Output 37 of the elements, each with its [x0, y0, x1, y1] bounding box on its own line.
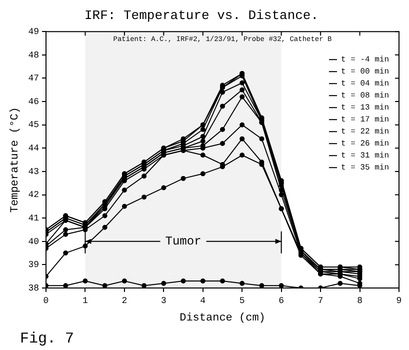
caption: Fig. 7	[20, 330, 74, 348]
legend-label: t = 13 min	[340, 104, 390, 113]
legend-label: t = 08 min	[340, 92, 390, 101]
y-tick-label: 44	[28, 144, 39, 154]
x-axis-title: Distance (cm)	[180, 312, 266, 324]
x-tick-label: 7	[318, 296, 324, 306]
legend-label: t = 26 min	[340, 140, 390, 149]
y-tick-label: 40	[28, 236, 39, 247]
y-tick-label: 49	[28, 26, 39, 37]
y-tick-label: 41	[28, 213, 39, 224]
legend-label: t = -4 min	[340, 56, 390, 65]
legend-label: t = 00 min	[340, 68, 390, 77]
x-tick-label: 4	[200, 296, 206, 306]
y-tick-label: 43	[28, 166, 39, 177]
legend-label: t = 22 min	[340, 128, 390, 137]
x-tick-label: 3	[160, 296, 166, 306]
y-tick-label: 45	[28, 120, 39, 130]
x-tick-label: 0	[43, 296, 49, 306]
y-tick-label: 39	[28, 260, 39, 270]
legend-label: t = 04 min	[340, 80, 390, 89]
legend-label: t = 31 min	[340, 152, 390, 161]
legend-label: t = 17 min	[340, 116, 390, 125]
band-label: Tumor	[165, 234, 202, 249]
y-tick-label: 42	[28, 190, 39, 200]
x-tick-label: 5	[239, 296, 245, 306]
y-tick-label: 38	[28, 283, 39, 294]
chart-title: IRF: Temperature vs. Distance.	[84, 8, 319, 24]
y-axis-title: Temperature (°C)	[10, 106, 22, 213]
x-tick-label: 6	[278, 296, 284, 306]
x-tick-label: 9	[396, 296, 402, 306]
y-tick-label: 46	[28, 96, 39, 107]
legend-label: t = 35 min	[340, 164, 390, 173]
x-tick-label: 1	[82, 296, 88, 306]
y-tick-label: 48	[28, 50, 39, 60]
y-tick-label: 47	[28, 74, 39, 84]
x-tick-label: 2	[122, 296, 128, 306]
x-tick-label: 8	[357, 296, 362, 306]
